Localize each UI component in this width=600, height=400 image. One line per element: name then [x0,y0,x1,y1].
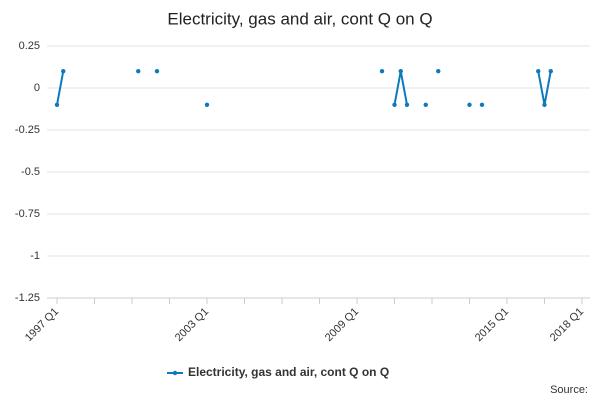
x-tick-label: 1997 Q1 [23,306,61,344]
data-point [548,69,553,74]
data-point [542,102,547,108]
data-point [392,102,397,108]
legend-label: Electricity, gas and air, cont Q on Q [188,365,389,379]
data-point [467,102,472,108]
source-label: Source: [550,384,588,396]
data-point [423,102,428,108]
data-point [479,102,485,108]
y-tick-label: 0 [34,82,40,94]
data-point [436,69,441,74]
x-tick-label: 2015 Q1 [473,306,511,344]
chart-title: Electricity, gas and air, cont Q on Q [167,9,432,28]
y-tick-label: -1 [30,250,40,262]
data-point [61,69,66,74]
data-point [154,69,160,74]
x-tick-label: 2003 Q1 [173,306,211,344]
data-point [536,69,541,74]
data-point [398,69,403,74]
data-point [136,69,141,74]
legend-swatch-dot [172,370,178,376]
y-tick-label: -0.75 [15,208,40,220]
data-point [54,102,60,108]
data-point [204,102,210,108]
data-point [379,69,385,74]
y-tick-label: 0.25 [19,40,40,52]
y-tick-label: -1.25 [15,292,40,304]
data-point [404,102,410,108]
y-tick-label: -0.25 [15,124,40,136]
x-tick-label: 2009 Q1 [323,306,361,344]
y-tick-label: -0.5 [21,166,40,178]
x-tick-label: 2018 Q1 [548,306,586,344]
